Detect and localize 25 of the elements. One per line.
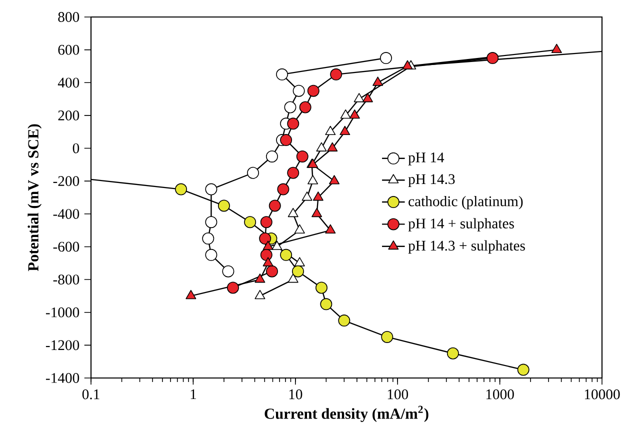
legend-label: cathodic (platinum) <box>408 196 523 210</box>
x-tick-label: 10 <box>289 389 302 400</box>
y-tick-label: 0 <box>72 143 80 154</box>
y-tick-label: -400 <box>53 208 80 219</box>
x-tick-label: 1000 <box>486 389 514 400</box>
legend-label: pH 14.3 + sulphates <box>408 240 525 254</box>
y-tick-label: 400 <box>58 78 80 88</box>
y-axis-title: Potential (mV vs SCE) <box>28 124 42 272</box>
y-tick-label: -200 <box>53 176 80 186</box>
y-tick-label: -1200 <box>46 340 80 350</box>
x-tick-label: 0.1 <box>82 389 100 400</box>
y-tick-label: -800 <box>53 274 80 284</box>
x-tick-label: 1 <box>190 389 196 400</box>
y-tick-label: -600 <box>53 242 80 252</box>
legend-label: pH 14 + sulphates <box>408 218 514 232</box>
legend-label: pH 14.3 <box>408 174 455 188</box>
x-axis-title: Current density (mA/m$^{2}$) <box>264 406 428 422</box>
y-tick-label: -1400 <box>46 373 80 383</box>
x-tick-label: 10000 <box>584 389 620 400</box>
y-tick-label: 600 <box>58 44 80 55</box>
y-tick-label: 800 <box>58 12 80 22</box>
y-tick-label: -1000 <box>46 307 80 318</box>
x-tick-label: 100 <box>388 389 408 400</box>
y-tick-label: 200 <box>58 110 80 120</box>
legend-label: pH 14 <box>408 152 444 166</box>
